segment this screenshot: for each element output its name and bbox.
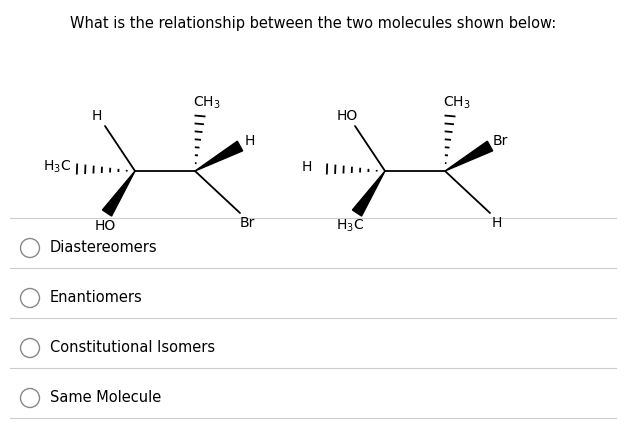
Text: CH$_3$: CH$_3$ — [193, 95, 221, 111]
Text: Same Molecule: Same Molecule — [50, 391, 162, 406]
Text: CH$_3$: CH$_3$ — [443, 95, 471, 111]
Polygon shape — [103, 171, 135, 216]
Polygon shape — [352, 171, 385, 216]
Text: HO: HO — [95, 219, 116, 233]
Text: Diastereomers: Diastereomers — [50, 241, 158, 256]
Text: Constitutional Isomers: Constitutional Isomers — [50, 340, 215, 356]
Text: H$_3$C: H$_3$C — [336, 218, 364, 234]
Text: H: H — [245, 134, 255, 148]
Text: HO: HO — [336, 109, 357, 123]
Text: What is the relationship between the two molecules shown below:: What is the relationship between the two… — [70, 16, 556, 31]
Text: H: H — [92, 109, 102, 123]
Polygon shape — [195, 141, 243, 171]
Polygon shape — [445, 141, 493, 171]
Text: H$_3$C: H$_3$C — [43, 159, 71, 175]
Text: H: H — [302, 160, 312, 174]
Text: Br: Br — [239, 216, 255, 230]
Text: H: H — [492, 216, 502, 230]
Text: Enantiomers: Enantiomers — [50, 291, 143, 305]
Text: Br: Br — [492, 134, 508, 148]
